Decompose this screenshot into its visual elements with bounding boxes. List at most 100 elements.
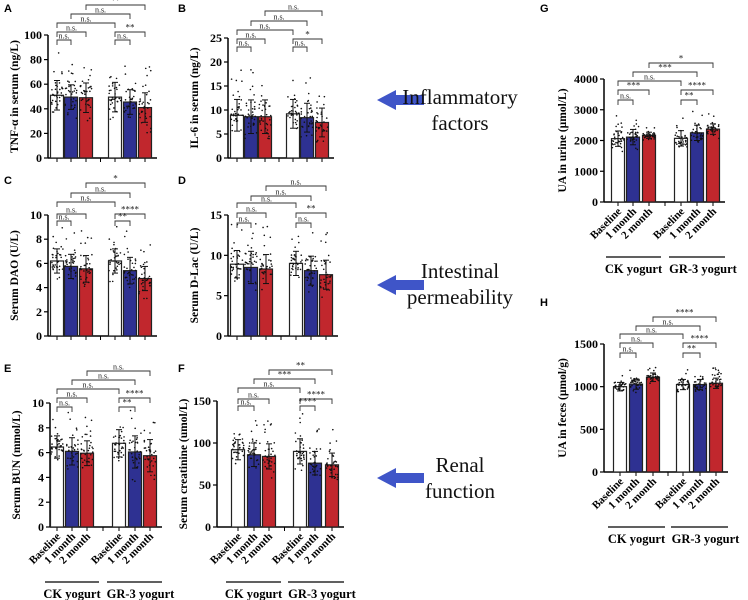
data-point [260,117,263,120]
data-point [150,460,153,462]
data-point [238,102,240,105]
data-point [646,135,648,138]
data-point [136,436,138,439]
data-point [230,265,233,268]
data-point [87,87,90,89]
significance-bracket [617,89,650,95]
data-point [325,233,327,236]
data-point [713,382,715,385]
data-point [266,129,269,131]
data-point [296,99,298,102]
data-point [90,85,92,88]
data-point [255,282,257,285]
data-point [682,117,684,120]
data-point [112,269,115,272]
data-point [269,253,272,255]
data-point [50,435,53,437]
data-point [127,116,130,118]
data-point [332,462,335,464]
data-point [110,248,112,251]
data-point [75,89,78,92]
data-point [296,120,298,122]
data-point [254,101,256,104]
data-point [108,259,110,262]
data-point [89,74,91,77]
data-point [717,369,720,372]
data-point [58,276,61,279]
data-point [309,458,312,460]
data-point [124,276,127,279]
data-point [81,466,84,469]
data-point [139,100,142,102]
data-point [142,85,144,88]
data-point [149,432,151,434]
data-point [123,235,126,238]
data-point [649,134,652,137]
data-point [293,94,296,97]
data-point [245,261,247,264]
y-tick-label: 2 [38,495,44,509]
data-point [293,254,296,256]
data-point [236,278,239,280]
data-point [231,457,234,460]
data-point [253,123,255,125]
data-point [74,257,76,260]
side-label-intestinal: Intestinal permeability [395,258,525,310]
data-point [51,451,53,453]
data-point [706,131,709,133]
significance-bracket [632,71,698,77]
data-point [294,468,297,470]
data-point [72,257,75,260]
data-point [71,91,74,93]
data-point [81,436,84,438]
data-point [611,143,614,145]
significance-label: n.s. [644,73,655,82]
data-point [254,289,257,291]
data-point [252,232,254,235]
data-point [260,265,262,268]
data-point [703,382,706,384]
data-point [255,446,257,449]
data-point [315,464,318,467]
data-point [84,283,86,286]
data-point [54,82,57,84]
data-point [86,236,89,239]
data-point [264,428,266,431]
data-point [75,117,78,119]
data-point [88,457,90,460]
data-point [248,114,250,117]
data-point [637,384,639,386]
side-label-renal: Renal function [395,452,525,504]
data-point [230,78,233,80]
data-point [719,381,721,383]
significance-label: n.s. [622,345,633,354]
data-point [51,99,54,102]
data-point [262,264,264,266]
data-point [712,378,714,381]
data-point [115,255,118,257]
data-point [263,234,266,237]
data-point [139,98,141,100]
data-point [110,89,112,92]
data-point [714,367,717,369]
data-point [618,384,620,386]
data-point [61,450,64,452]
data-point [138,453,141,456]
data-point [291,265,294,267]
data-point [239,446,241,449]
data-point [127,258,129,260]
significance-label: n.s. [288,3,299,12]
data-point [297,266,299,269]
data-point [325,467,328,469]
data-point [294,118,297,121]
data-point [268,118,271,121]
data-point [257,463,260,465]
data-point [654,373,656,375]
data-point [305,82,307,84]
data-point [615,388,618,390]
data-point [141,110,144,113]
data-point [149,115,151,118]
data-point [250,247,253,249]
data-point [621,150,624,153]
